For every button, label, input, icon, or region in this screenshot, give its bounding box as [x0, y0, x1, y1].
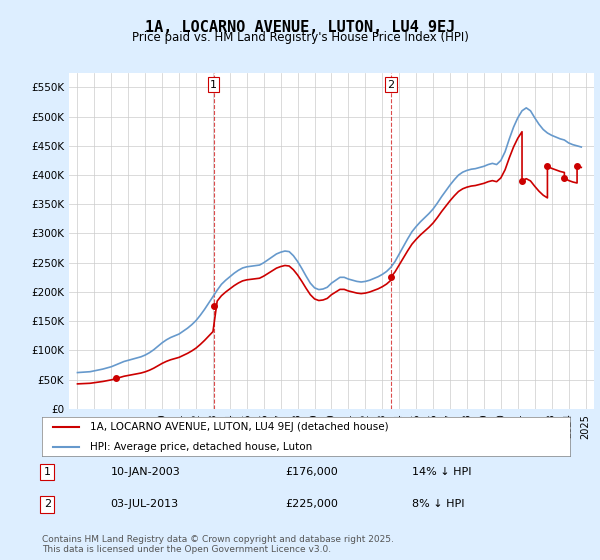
Text: 1A, LOCARNO AVENUE, LUTON, LU4 9EJ (detached house): 1A, LOCARNO AVENUE, LUTON, LU4 9EJ (deta…	[89, 422, 388, 432]
Text: 1: 1	[44, 467, 51, 477]
Text: 2: 2	[387, 80, 394, 90]
Text: 10-JAN-2003: 10-JAN-2003	[110, 467, 181, 477]
Text: Contains HM Land Registry data © Crown copyright and database right 2025.
This d: Contains HM Land Registry data © Crown c…	[42, 535, 394, 554]
Text: £225,000: £225,000	[285, 500, 338, 509]
Text: 1A, LOCARNO AVENUE, LUTON, LU4 9EJ: 1A, LOCARNO AVENUE, LUTON, LU4 9EJ	[145, 20, 455, 35]
Text: 14% ↓ HPI: 14% ↓ HPI	[412, 467, 471, 477]
Text: 8% ↓ HPI: 8% ↓ HPI	[412, 500, 464, 509]
Text: HPI: Average price, detached house, Luton: HPI: Average price, detached house, Luto…	[89, 442, 312, 451]
Text: 03-JUL-2013: 03-JUL-2013	[110, 500, 179, 509]
Text: £176,000: £176,000	[285, 467, 338, 477]
Text: 1: 1	[210, 80, 217, 90]
Text: Price paid vs. HM Land Registry's House Price Index (HPI): Price paid vs. HM Land Registry's House …	[131, 31, 469, 44]
Text: 2: 2	[44, 500, 51, 509]
